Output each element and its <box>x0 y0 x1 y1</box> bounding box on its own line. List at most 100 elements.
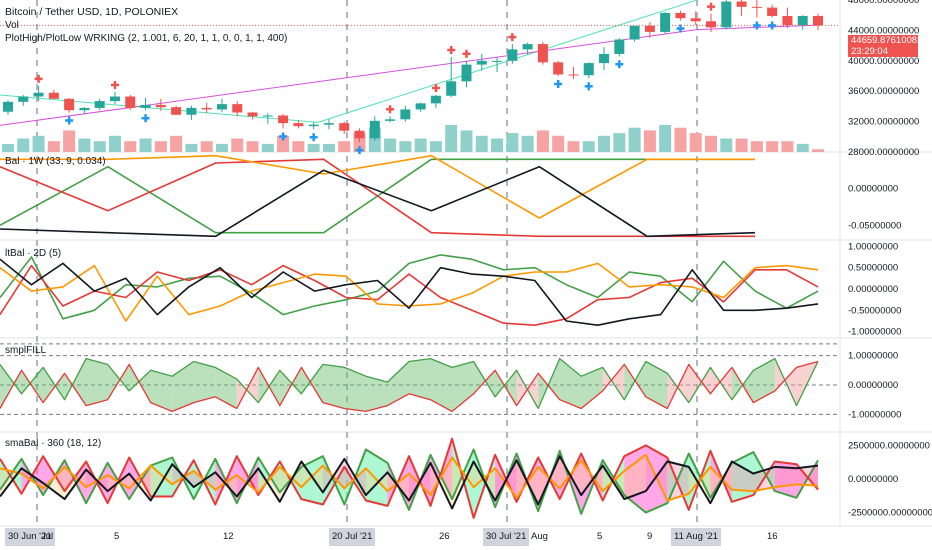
support-line-1 <box>0 29 698 126</box>
volume-bar <box>322 143 335 152</box>
x-label-0: 30 Jun '21 <box>5 528 55 546</box>
candle-body <box>599 53 610 64</box>
volume-bar <box>567 141 580 152</box>
y-tick-label: -0.05000000 <box>848 220 901 231</box>
candle-body <box>140 104 151 108</box>
x-label-4: 20 Jul '21 <box>329 528 376 546</box>
candle-body <box>400 109 411 120</box>
volume-bar <box>108 135 121 152</box>
y-tick-label: -2500000.00000000 <box>848 508 932 519</box>
smpl-fill <box>430 358 453 412</box>
volume-bar <box>384 138 397 152</box>
volume-bar <box>705 135 718 152</box>
y-tick-label: 1.00000000 <box>848 241 898 252</box>
candle-body <box>690 18 701 22</box>
candle-body <box>476 60 487 65</box>
smabal-fill-a <box>365 449 388 506</box>
candle-body <box>262 115 273 117</box>
smpl-fill <box>172 361 194 412</box>
y-tick-label: 28000.00000000 <box>848 147 919 158</box>
y-tick-label: 0.00000000 <box>848 474 898 485</box>
volume-bar <box>552 135 565 152</box>
last-price-tag: 44659.87610081 23:29:04 <box>848 35 922 57</box>
candle-body <box>3 101 13 112</box>
candle-body <box>247 112 258 117</box>
smpl-fill <box>193 361 216 403</box>
candle-body <box>308 124 319 127</box>
y-tick-label: 0.00000000 <box>848 284 898 295</box>
candle-body <box>446 81 457 96</box>
volume-bar <box>215 143 228 152</box>
candle-body <box>201 107 212 110</box>
candle-body <box>767 7 778 16</box>
candle-body <box>736 1 747 7</box>
volume-bar <box>47 141 60 152</box>
y-tick-label: 0.00000000 <box>848 380 898 391</box>
candle-body <box>782 15 793 26</box>
volume-bar <box>812 149 824 152</box>
x-label-6: 30 Jul '21 <box>483 528 530 546</box>
volume-bar <box>63 130 76 152</box>
volume-bar <box>277 135 290 152</box>
smpl-fill <box>64 358 87 406</box>
indicator-label[interactable]: PlotHigh/PlotLow WRKING (2, 1.001, 6, 20… <box>5 33 288 44</box>
x-label-9: 9 <box>647 531 653 542</box>
volume-bar <box>491 138 504 152</box>
volume-bar <box>796 143 809 152</box>
smplfill-pane-title[interactable]: smplFILL <box>5 345 47 356</box>
candle-body <box>583 63 594 76</box>
volume-bar <box>613 133 626 152</box>
candle-body <box>186 107 197 115</box>
volume-bar <box>460 130 473 152</box>
candle-body <box>537 44 548 63</box>
candle-body <box>109 96 120 102</box>
volume-bar <box>32 135 45 152</box>
volume-bar <box>185 143 198 152</box>
smabal-fill-b <box>774 466 797 488</box>
candle-body <box>155 104 166 108</box>
candle-body <box>553 62 564 75</box>
smabal-fill-a <box>150 457 173 497</box>
candle-body <box>813 15 823 26</box>
volume-bar <box>750 141 763 152</box>
volume-bar <box>2 143 14 152</box>
candle-body <box>568 74 579 76</box>
volume-bar <box>582 141 595 152</box>
volume-bar <box>766 141 779 152</box>
y-tick-label: 44000.00000000 <box>848 25 919 36</box>
smpl-fill <box>538 358 560 409</box>
smpl-fill <box>753 358 775 403</box>
bal-pane-title[interactable]: Bal · 1W (33, 9, 0.034) <box>5 156 106 167</box>
x-label-10: 11 Aug '21 <box>671 528 721 546</box>
smabal-fill-b <box>645 454 668 501</box>
smabal-line-black <box>0 455 819 510</box>
smabal-pane-title[interactable]: smaBal · 360 (18, 12) <box>5 438 102 449</box>
ltbal-pane-title[interactable]: ltBal · 2D (5) <box>5 248 62 259</box>
volume-bar <box>17 138 30 152</box>
candle-body <box>522 44 533 50</box>
volume-bar <box>429 141 442 152</box>
volume-bar <box>338 141 351 152</box>
volume-bar <box>139 138 152 152</box>
last-price-countdown: 23:29:04 <box>851 46 888 57</box>
volume-bar <box>445 125 458 152</box>
smabal-fill-b <box>710 461 732 504</box>
volume-bar <box>628 127 641 152</box>
ltbal-line-red <box>0 264 819 327</box>
smpl-fill <box>344 367 366 412</box>
x-label-7: Aug <box>531 531 548 542</box>
candle-body <box>369 120 380 139</box>
volume-bar <box>231 138 244 152</box>
bal-line-black <box>0 165 756 238</box>
candle-body <box>706 21 717 28</box>
volume-bar <box>781 141 794 152</box>
volume-bar <box>414 138 427 152</box>
x-label-1: Jul <box>41 531 54 542</box>
smpl-fill <box>322 364 345 409</box>
candle-body <box>79 107 90 111</box>
smpl-fill <box>645 361 668 409</box>
candle-body <box>721 1 732 28</box>
candle-body <box>232 104 243 113</box>
x-label-5: 26 <box>439 531 450 542</box>
x-label-11: 16 <box>767 531 778 542</box>
